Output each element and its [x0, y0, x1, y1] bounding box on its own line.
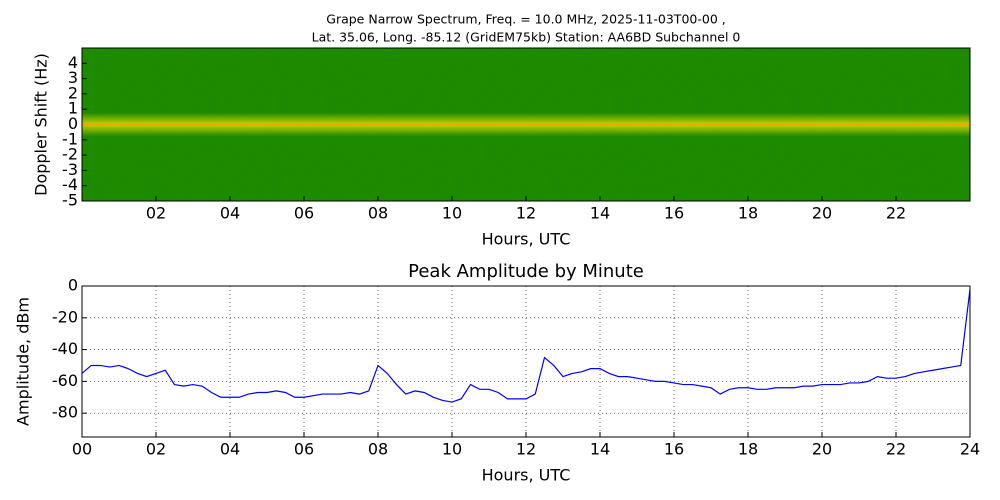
- y-tick-label: 4: [68, 53, 78, 72]
- y-tick-label: -1: [62, 129, 78, 148]
- y-tick-label: 0: [68, 114, 78, 133]
- x-tick-label: 14: [590, 440, 610, 459]
- y-tick-label: -2: [62, 145, 78, 164]
- x-axis-label: Hours, UTC: [482, 466, 571, 485]
- x-tick-label: 18: [738, 440, 758, 459]
- y-tick-label: 3: [68, 68, 78, 87]
- x-tick-label: 06: [294, 204, 314, 223]
- y-tick-label: -80: [52, 403, 78, 422]
- x-tick-label: 22: [886, 204, 906, 223]
- y-tick-label: -5: [62, 191, 78, 210]
- plot-frame: [81, 47, 971, 202]
- x-tick-label: 24: [960, 440, 980, 459]
- plot-frame: [81, 285, 971, 438]
- x-tick-label: 08: [368, 204, 388, 223]
- x-tick-label: 04: [220, 204, 240, 223]
- chart-title: Peak Amplitude by Minute: [408, 261, 644, 282]
- y-tick-label: 0: [68, 276, 78, 295]
- chart-title: Grape Narrow Spectrum, Freq. = 10.0 MHz,…: [326, 12, 725, 27]
- x-tick-label: 16: [664, 440, 684, 459]
- y-tick-label: -4: [62, 175, 78, 194]
- y-tick-label: -60: [52, 371, 78, 390]
- x-tick-label: 22: [886, 440, 906, 459]
- amplitude-line: [81, 289, 971, 403]
- x-tick-label: 02: [146, 440, 166, 459]
- y-tick-label: 1: [68, 99, 78, 118]
- x-tick-label: 02: [146, 204, 166, 223]
- x-tick-label: 14: [590, 204, 610, 223]
- x-tick-label: 06: [294, 440, 314, 459]
- y-tick-label: 2: [68, 83, 78, 102]
- x-tick-label: 08: [368, 440, 388, 459]
- y-axis-label: Doppler Shift (Hz): [32, 53, 51, 196]
- x-tick-label: 10: [442, 440, 462, 459]
- x-tick-label: 20: [812, 440, 832, 459]
- x-tick-label: 00: [72, 440, 92, 459]
- x-tick-label: 12: [516, 440, 536, 459]
- x-tick-label: 04: [220, 440, 240, 459]
- x-tick-label: 10: [442, 204, 462, 223]
- y-axis-label: Amplitude, dBm: [14, 297, 33, 426]
- x-tick-label: 18: [738, 204, 758, 223]
- x-tick-label: 12: [516, 204, 536, 223]
- y-tick-label: -40: [52, 339, 78, 358]
- x-axis-label: Hours, UTC: [482, 230, 571, 249]
- y-tick-label: -3: [62, 160, 78, 179]
- y-tick-label: -20: [52, 307, 78, 326]
- x-tick-label: 16: [664, 204, 684, 223]
- chart-title: Lat. 35.06, Long. -85.12 (GridEM75kb) St…: [312, 30, 741, 45]
- x-tick-label: 20: [812, 204, 832, 223]
